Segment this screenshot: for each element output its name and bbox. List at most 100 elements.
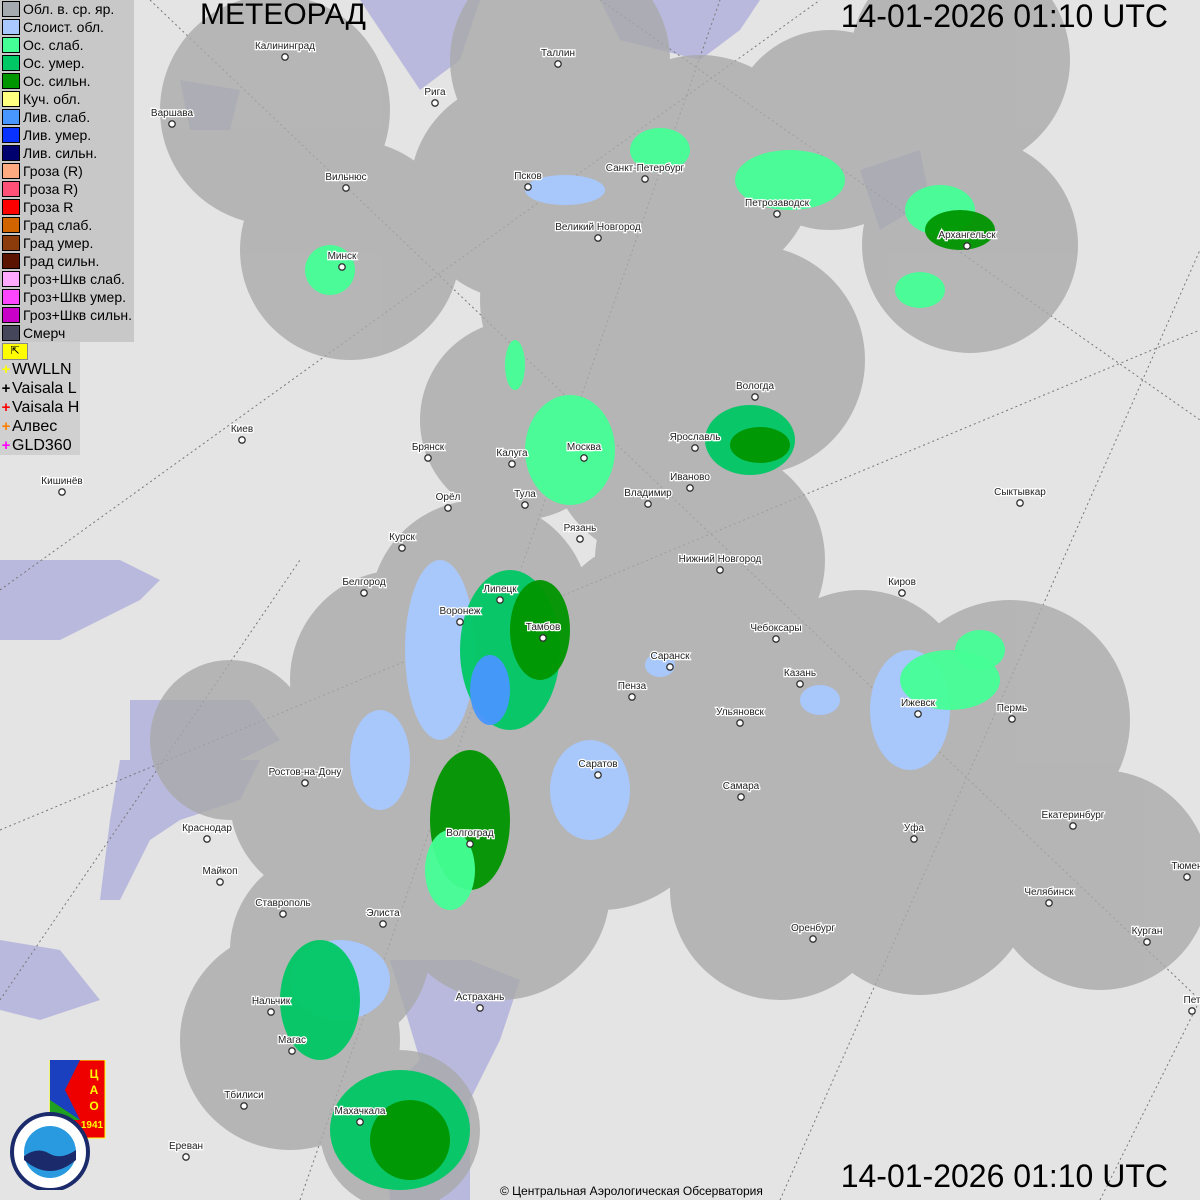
city-dot-icon xyxy=(691,444,699,452)
city-label: Нальчик xyxy=(252,996,291,1007)
city-marker[interactable]: Уфа xyxy=(903,821,926,843)
city-label: Элиста xyxy=(366,908,400,919)
city-marker[interactable]: Пермь xyxy=(996,702,1028,723)
city-dot-icon xyxy=(279,910,287,918)
lightning-network-item[interactable]: + GLD360 xyxy=(0,436,80,455)
lightning-network-item[interactable]: + WWLLN xyxy=(0,360,80,379)
city-marker[interactable]: Липецк xyxy=(482,583,518,604)
city-marker[interactable]: Ереван xyxy=(168,1140,204,1161)
city-marker[interactable]: Самара xyxy=(722,780,761,801)
city-label: Краснодар xyxy=(182,823,232,834)
city-marker[interactable]: Ставрополь xyxy=(254,897,312,918)
city-marker[interactable]: Калуга xyxy=(495,447,529,468)
city-marker[interactable]: Ярославль xyxy=(668,431,722,452)
city-marker[interactable]: Псков xyxy=(513,170,543,191)
city-marker[interactable]: Вологда xyxy=(735,380,776,401)
city-marker[interactable]: Таллин xyxy=(540,47,576,68)
city-marker[interactable]: Саранск xyxy=(649,650,691,671)
lightning-network-item[interactable]: + Алвес xyxy=(0,417,80,436)
city-marker[interactable]: Владимир xyxy=(623,487,673,508)
city-marker[interactable]: Минск xyxy=(326,250,358,271)
city-marker[interactable]: Сыктывкар xyxy=(993,486,1048,507)
legend-label: Ос. сильн. xyxy=(23,73,91,89)
legend-swatch xyxy=(2,37,20,53)
city-marker[interactable]: Курган xyxy=(1130,925,1164,946)
city-marker[interactable]: Санкт-Петербург xyxy=(605,161,686,183)
city-marker[interactable]: Тбилиси xyxy=(223,1088,265,1110)
city-marker[interactable]: Ульяновск xyxy=(715,706,766,727)
lightning-cross-icon: + xyxy=(1,361,11,378)
city-label: Архангельск xyxy=(938,230,996,241)
city-label: Тамбов xyxy=(526,621,561,633)
credit-text: © Центральная Аэрологическая Обсерватори… xyxy=(500,1184,763,1198)
city-marker[interactable]: Рига xyxy=(423,86,447,107)
legend-item: Град слаб. xyxy=(0,216,134,234)
lightning-label: Vaisala L xyxy=(12,379,77,397)
city-marker[interactable]: Нижний Новгород xyxy=(677,553,763,574)
lightning-network-item[interactable]: + Vaisala H xyxy=(0,398,80,417)
city-marker[interactable]: Брянск xyxy=(411,441,446,462)
city-marker[interactable]: Махачкала xyxy=(333,1105,387,1126)
city-marker[interactable]: Майкоп xyxy=(201,865,239,886)
city-marker[interactable]: Киев xyxy=(230,423,254,444)
city-marker[interactable]: Казань xyxy=(783,667,817,688)
city-marker[interactable]: Иваново xyxy=(669,471,712,492)
city-marker[interactable]: Магас xyxy=(277,1034,307,1055)
city-dot-icon xyxy=(686,484,694,492)
city-marker[interactable]: Элиста xyxy=(365,907,401,928)
city-marker[interactable]: Краснодар xyxy=(181,822,234,843)
city-dot-icon xyxy=(168,120,176,128)
city-marker[interactable]: Вильнюс xyxy=(324,171,368,192)
city-marker[interactable]: Астрахань xyxy=(454,991,506,1012)
city-marker[interactable]: Курск xyxy=(388,531,417,552)
city-dot-icon xyxy=(773,210,781,218)
legend-label: Гроза (R) xyxy=(23,163,83,179)
city-marker[interactable]: Белгород xyxy=(341,576,387,597)
city-marker[interactable]: Киров xyxy=(887,576,917,597)
legend-item: Лив. слаб. xyxy=(0,108,134,126)
city-marker[interactable]: Пенза xyxy=(617,680,648,701)
city-marker[interactable]: Тюмен xyxy=(1170,860,1200,881)
city-marker[interactable]: Пет xyxy=(1182,994,1200,1015)
precip-echo xyxy=(630,128,690,172)
city-dot-icon xyxy=(496,596,504,604)
city-marker[interactable]: Саратов xyxy=(577,758,619,779)
city-dot-icon xyxy=(240,1102,248,1110)
city-label: Челябинск xyxy=(1024,886,1074,898)
lightning-network-item[interactable]: + Vaisala L xyxy=(0,379,80,398)
city-marker[interactable]: Архангельск xyxy=(937,229,997,250)
city-marker[interactable]: Москва xyxy=(566,441,603,462)
city-marker[interactable]: Нальчик xyxy=(251,995,292,1016)
legend-swatch xyxy=(2,235,20,251)
city-marker[interactable]: Варшава xyxy=(150,107,195,128)
city-marker[interactable]: Ростов-на-Дону xyxy=(267,766,343,787)
city-dot-icon xyxy=(524,183,532,191)
city-marker[interactable]: Оренбург xyxy=(790,921,837,943)
city-marker[interactable]: Петрозаводск xyxy=(744,197,811,218)
city-label: Псков xyxy=(514,171,542,182)
city-marker[interactable]: Рязань xyxy=(562,522,598,543)
city-marker[interactable]: Волгоград xyxy=(445,827,495,848)
city-marker[interactable]: Великий Новгород xyxy=(554,221,642,242)
city-marker[interactable]: Тула xyxy=(513,488,538,509)
city-dot-icon xyxy=(444,504,452,512)
precip-echo xyxy=(405,560,475,740)
city-label: Курган xyxy=(1132,926,1163,937)
city-marker[interactable]: Кишинёв xyxy=(40,475,84,496)
precip-echo xyxy=(730,427,790,463)
svg-text:А: А xyxy=(90,1083,99,1097)
city-dot-icon xyxy=(914,710,922,718)
city-marker[interactable]: Воронеж xyxy=(438,605,482,626)
city-marker[interactable]: Ижевск xyxy=(900,697,937,718)
city-marker[interactable]: Екатеринбург xyxy=(1040,808,1106,830)
city-marker[interactable]: Челябинск xyxy=(1023,885,1076,907)
city-marker[interactable]: Тамбов xyxy=(524,620,562,642)
city-marker[interactable]: Калининград xyxy=(254,40,316,61)
city-marker[interactable]: Чебоксары xyxy=(749,621,803,643)
city-dot-icon xyxy=(594,234,602,242)
corner-arrow-icon[interactable]: ⇱ xyxy=(2,343,28,360)
city-marker[interactable]: Орёл xyxy=(434,491,462,512)
legend-item: Гроз+Шкв слаб. xyxy=(0,270,134,288)
legend-item: Гроза R) xyxy=(0,180,134,198)
